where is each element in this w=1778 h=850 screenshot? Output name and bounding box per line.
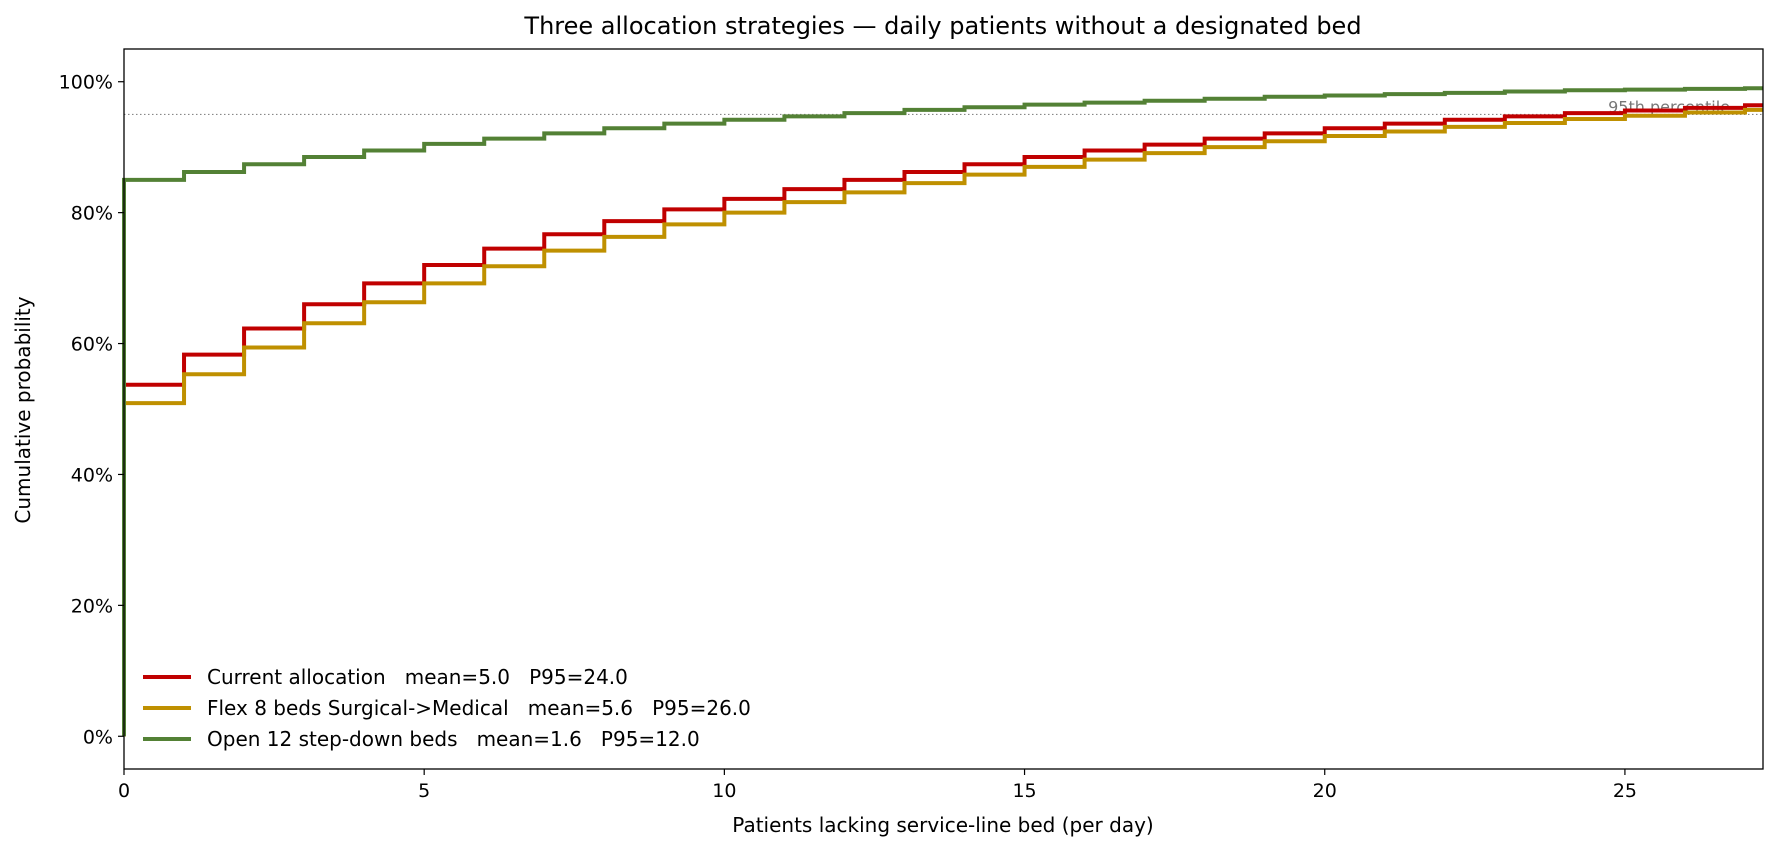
legend-entry-3: Open 12 step-down beds mean=1.6 P95=12.0 <box>207 727 700 751</box>
plot-frame <box>123 48 1764 770</box>
series-line-1 <box>122 103 1763 737</box>
x-tick-label: 20 <box>1313 780 1337 802</box>
x-tick-label: 5 <box>418 780 430 802</box>
legend-entry-2: Flex 8 beds Surgical->Medical mean=5.6 P… <box>207 696 751 720</box>
y-tick-label: 40% <box>71 464 113 486</box>
x-tick-label: 25 <box>1613 780 1637 802</box>
y-axis-label: Cumulative probability <box>11 296 35 523</box>
x-axis-label: Patients lacking service-line bed (per d… <box>732 813 1153 837</box>
y-tick-label: 20% <box>71 595 113 617</box>
x-tick-label: 15 <box>1012 780 1036 802</box>
chart-title: Three allocation strategies — daily pati… <box>523 12 1361 40</box>
y-tick-label: 60% <box>71 334 113 356</box>
legend-entry-1: Current allocation mean=5.0 P95=24.0 <box>207 665 628 689</box>
x-tick-label: 0 <box>118 780 130 802</box>
x-tick-label: 10 <box>712 780 736 802</box>
y-tick-label: 100% <box>59 72 113 94</box>
legend: Current allocation mean=5.0 P95=24.0 Flex… <box>143 665 751 751</box>
series-line-2 <box>122 107 1763 737</box>
y-tick-label: 80% <box>71 203 113 225</box>
y-tick-label: 0% <box>83 726 113 748</box>
plot-area: 95th percentile <box>122 86 1763 737</box>
series-line-3 <box>122 86 1763 737</box>
